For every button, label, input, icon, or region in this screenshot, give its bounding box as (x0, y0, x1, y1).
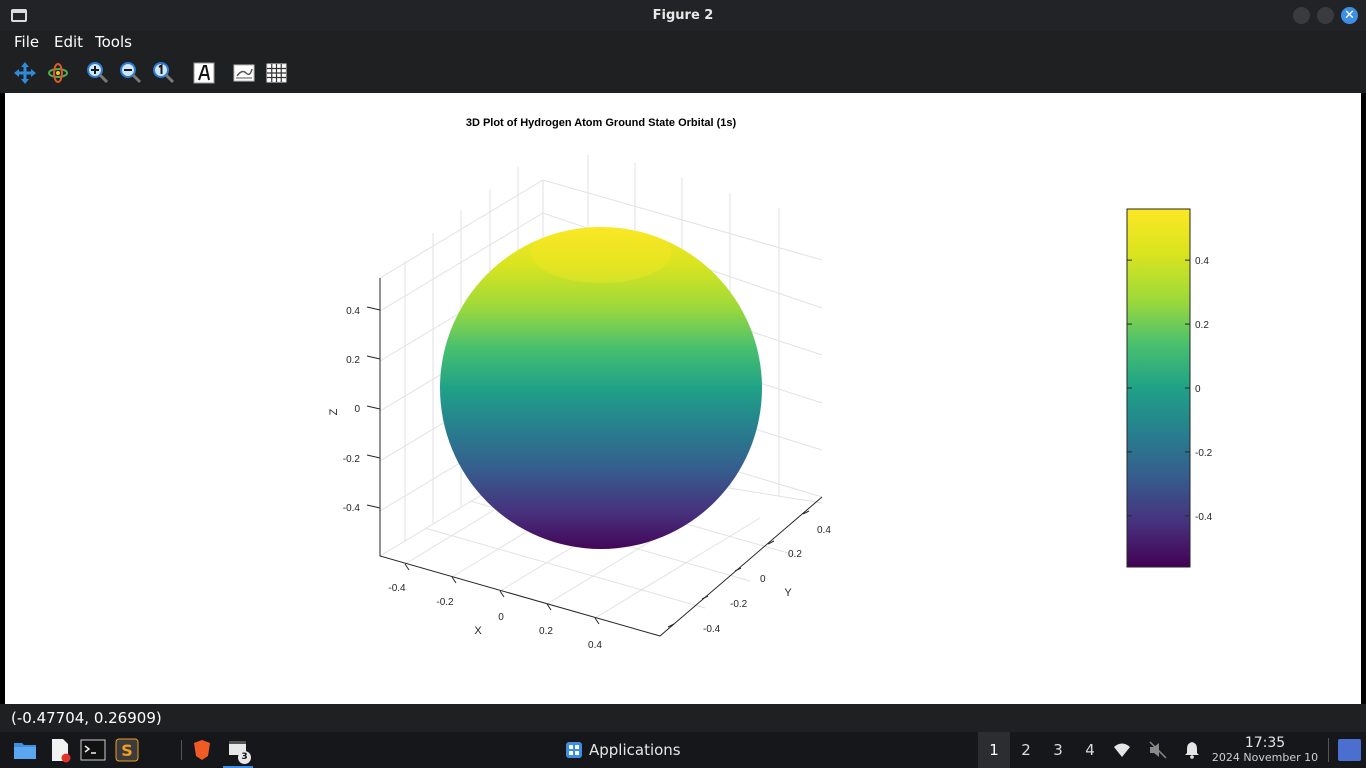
y-axis-label: Y (784, 587, 792, 599)
y-tick-label: -0.2 (730, 599, 748, 610)
window-title: Figure 2 (652, 8, 714, 23)
colorbar-tick-label: 0.2 (1195, 320, 1209, 331)
x-tick-label: -0.4 (388, 583, 406, 594)
file-manager-icon[interactable] (12, 737, 38, 763)
z-tick-label: 0.4 (346, 306, 360, 317)
zoom-out-icon[interactable] (117, 61, 143, 85)
z-tick-label: 0.2 (346, 355, 360, 366)
orbital-surface (440, 227, 762, 549)
document-viewer-icon[interactable] (47, 737, 73, 763)
x-tick-label: 0.2 (539, 626, 553, 637)
x-tick-labels: -0.4 -0.2 0 0.2 0.4 (388, 583, 602, 651)
plot-title: 3D Plot of Hydrogen Atom Ground State Or… (466, 117, 737, 129)
x-tick-label: 0.4 (588, 640, 602, 651)
taskbar-separator (181, 740, 182, 760)
taskbar-separator-right (1328, 738, 1329, 762)
figure-toolbar (0, 53, 1366, 93)
y-tick-label: 0.2 (788, 549, 802, 560)
menu-file[interactable]: File (14, 33, 40, 51)
z-tick-label: -0.2 (343, 454, 361, 465)
workspace-2[interactable]: 2 (1021, 741, 1031, 759)
clock-time[interactable]: 17:35 (1244, 735, 1286, 751)
taskbar-active-window[interactable]: 3 (223, 732, 253, 768)
maximize-button[interactable] (1317, 7, 1334, 24)
window-app-icon (11, 9, 27, 22)
minimize-button[interactable] (1293, 7, 1310, 24)
notifications-icon[interactable] (1184, 741, 1200, 759)
figure-canvas[interactable]: 3D Plot of Hydrogen Atom Ground State Or… (5, 93, 1361, 704)
workspace-4[interactable]: 4 (1085, 741, 1095, 759)
colorbar (1126, 208, 1191, 568)
window-count-badge: 3 (238, 751, 251, 764)
y-tick-label: -0.4 (703, 624, 721, 635)
volume-muted-icon[interactable] (1148, 741, 1168, 759)
z-tick-label: 0 (354, 404, 360, 415)
sublime-text-icon[interactable]: S (114, 737, 140, 763)
colorbar-tick-label: 0 (1195, 384, 1201, 395)
colorbar-tick-label: -0.2 (1195, 448, 1213, 459)
legend-icon[interactable] (231, 61, 257, 85)
y-tick-label: 0.4 (817, 525, 831, 536)
x-tick-label: -0.2 (436, 597, 454, 608)
plot-svg[interactable]: 3D Plot of Hydrogen Atom Ground State Or… (5, 93, 1361, 704)
colorbar-tick-label: 0.4 (1195, 256, 1209, 267)
applications-icon[interactable] (566, 742, 582, 758)
menu-edit[interactable]: Edit (54, 33, 84, 51)
text-icon[interactable] (191, 61, 217, 85)
workspace-1[interactable]: 1 (978, 732, 1010, 768)
x-axis-label: X (474, 625, 482, 637)
window-titlebar: Figure 2 ✕ (0, 0, 1366, 31)
z-axis-label: Z (328, 408, 340, 415)
close-button[interactable]: ✕ (1341, 7, 1358, 24)
svg-text:S: S (121, 741, 133, 760)
status-bar: (-0.47704, 0.26909) (0, 704, 1366, 732)
wifi-icon[interactable] (1113, 742, 1131, 758)
workspace-3[interactable]: 3 (1053, 741, 1063, 759)
colorbar-tick-labels: 0.4 0.2 0 -0.2 -0.4 (1127, 256, 1213, 523)
y-tick-labels: -0.4 -0.2 0 0.2 0.4 (703, 525, 831, 635)
x-tick-label: 0 (498, 612, 504, 623)
brave-browser-icon[interactable] (189, 737, 215, 763)
colorbar-tick-label: -0.4 (1195, 512, 1213, 523)
taskbar: S 3 Applications 1 2 3 4 17:35 2024 Nove… (0, 732, 1366, 768)
show-desktop-button[interactable] (1338, 739, 1361, 761)
grid-icon[interactable] (264, 61, 290, 85)
rotate-icon[interactable] (45, 61, 71, 85)
z-tick-label: -0.4 (343, 503, 361, 514)
cursor-coordinates: (-0.47704, 0.26909) (11, 709, 162, 727)
zoom-reset-icon[interactable] (150, 61, 176, 85)
surface-highlight (531, 227, 671, 283)
menu-bar: File Edit Tools (0, 31, 1366, 53)
applications-menu[interactable]: Applications (589, 741, 681, 759)
y-tick-label: 0 (760, 574, 766, 585)
terminal-icon[interactable] (80, 737, 106, 763)
menu-tools[interactable]: Tools (95, 33, 132, 51)
plot-axes (366, 278, 823, 637)
clock-date[interactable]: 2024 November 10 (1211, 751, 1319, 764)
zoom-in-icon[interactable] (84, 61, 110, 85)
pan-icon[interactable] (12, 61, 38, 85)
z-tick-labels: 0.4 0.2 0 -0.2 -0.4 (343, 306, 361, 514)
